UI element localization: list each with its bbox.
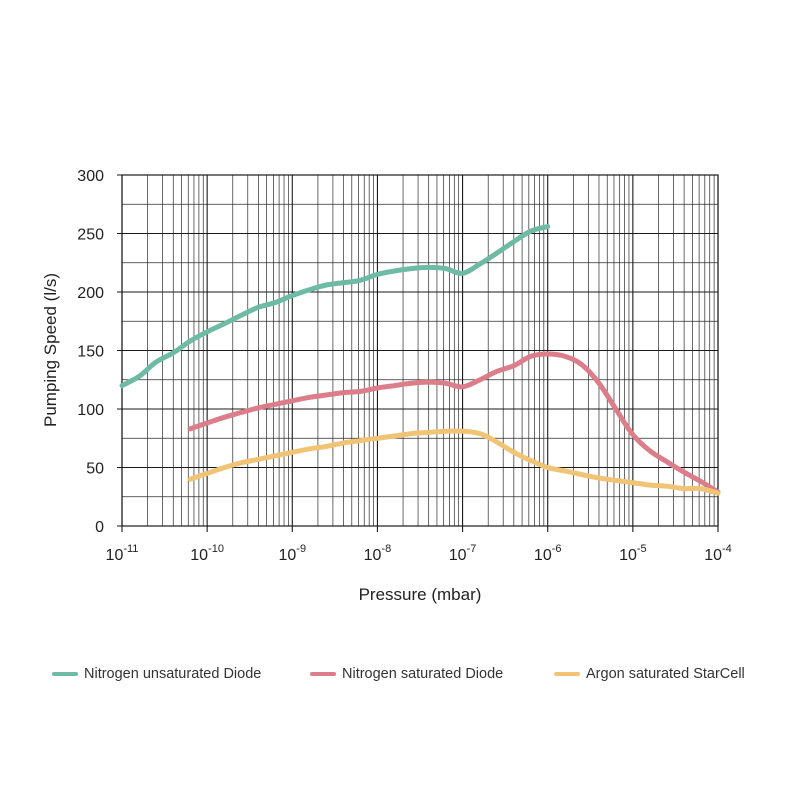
legend-swatch-icon: [52, 672, 78, 676]
legend-item-nitrogen-unsaturated-diode: Nitrogen unsaturated Diode: [52, 666, 261, 682]
x-axis-tick-labels: 10-11 10-10 10-9 10-8 10-7 10-6 10-5 10-4: [106, 543, 732, 564]
legend-swatch-icon: [554, 672, 580, 676]
y-tick-label: 200: [77, 285, 104, 302]
y-tick-label: 50: [86, 461, 104, 478]
x-tick-label: 10-7: [449, 543, 477, 564]
legend: Nitrogen unsaturated Diode Nitrogen satu…: [0, 666, 800, 690]
y-tick-label: 250: [77, 227, 104, 244]
series-nitrogen-saturated-diode: [187, 351, 721, 495]
x-tick-label: 10-10: [190, 543, 224, 564]
y-tick-label: 0: [95, 519, 104, 536]
legend-item-argon-saturated-starcell: Argon saturated StarCell: [554, 666, 745, 682]
x-tick-label: 10-4: [704, 543, 732, 564]
x-tick-label: 10-5: [619, 543, 647, 564]
x-tick-label: 10-11: [106, 543, 139, 564]
x-axis-title: Pressure (mbar): [359, 585, 482, 604]
y-axis-title: Pumping Speed (l/s): [41, 273, 60, 427]
plot-frame: [121, 174, 719, 527]
series-lines: [119, 224, 721, 496]
x-tick-label: 10-9: [278, 543, 306, 564]
series-argon-saturated-starcell: [187, 428, 721, 496]
y-tick-label: 150: [77, 344, 104, 361]
y-tick-label: 100: [77, 402, 104, 419]
legend-swatch-icon: [310, 672, 336, 676]
y-axis-tick-labels: 0 50 100 150 200 250 300: [77, 168, 104, 536]
legend-label: Nitrogen saturated Diode: [342, 666, 504, 682]
x-tick-label: 10-6: [534, 543, 562, 564]
y-tick-label: 300: [77, 168, 104, 185]
x-tick-label: 10-8: [364, 543, 392, 564]
major-gridlines: [117, 174, 719, 532]
series-nitrogen-unsaturated-diode: [119, 224, 551, 389]
legend-label: Argon saturated StarCell: [586, 666, 745, 682]
legend-item-nitrogen-saturated-diode: Nitrogen saturated Diode: [310, 666, 503, 682]
legend-label: Nitrogen unsaturated Diode: [84, 666, 262, 682]
